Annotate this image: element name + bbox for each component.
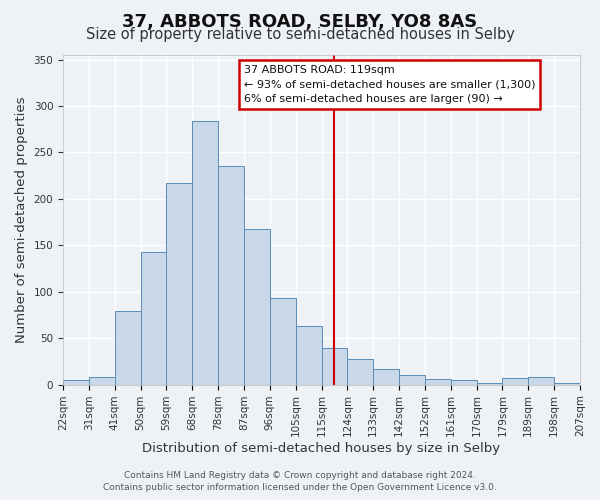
Y-axis label: Number of semi-detached properties: Number of semi-detached properties: [15, 96, 28, 343]
Bar: [373, 369, 399, 384]
Bar: [529, 377, 554, 384]
Bar: [502, 378, 529, 384]
Bar: [218, 166, 244, 384]
Bar: [89, 377, 115, 384]
Bar: [140, 252, 166, 384]
Bar: [451, 380, 476, 384]
Bar: [115, 312, 140, 384]
Bar: [425, 379, 451, 384]
Text: Contains HM Land Registry data © Crown copyright and database right 2024.
Contai: Contains HM Land Registry data © Crown c…: [103, 471, 497, 492]
Bar: [63, 380, 89, 384]
Bar: [192, 121, 218, 384]
Bar: [347, 358, 373, 384]
Bar: [296, 326, 322, 384]
X-axis label: Distribution of semi-detached houses by size in Selby: Distribution of semi-detached houses by …: [142, 442, 500, 455]
Bar: [399, 376, 425, 384]
Text: 37 ABBOTS ROAD: 119sqm
← 93% of semi-detached houses are smaller (1,300)
6% of s: 37 ABBOTS ROAD: 119sqm ← 93% of semi-det…: [244, 65, 535, 104]
Text: 37, ABBOTS ROAD, SELBY, YO8 8AS: 37, ABBOTS ROAD, SELBY, YO8 8AS: [122, 12, 478, 30]
Text: Size of property relative to semi-detached houses in Selby: Size of property relative to semi-detach…: [86, 28, 514, 42]
Bar: [166, 183, 192, 384]
Bar: [270, 298, 296, 384]
Bar: [476, 382, 502, 384]
Bar: [244, 228, 270, 384]
Bar: [554, 382, 580, 384]
Bar: [322, 348, 347, 384]
